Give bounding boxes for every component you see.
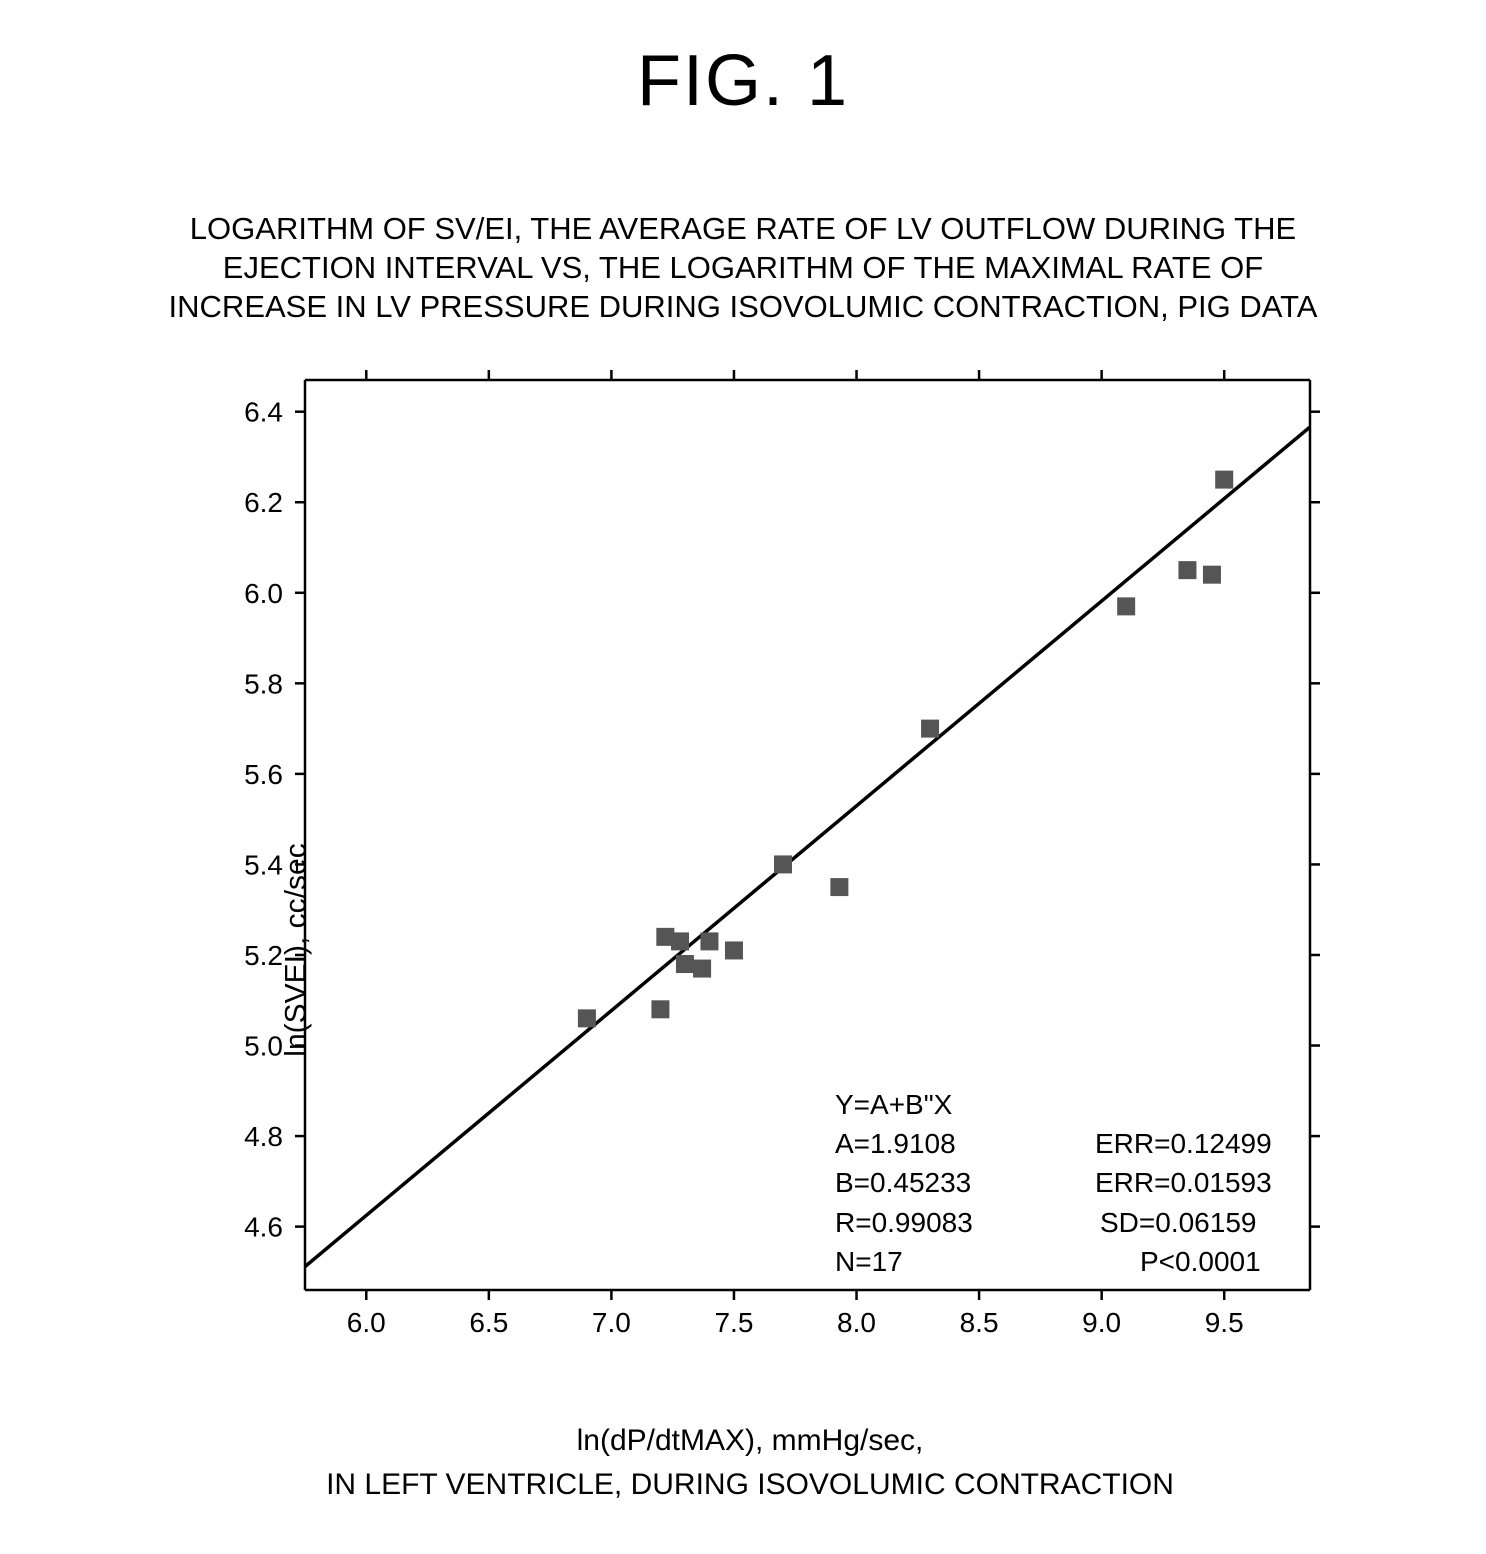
stats-a: A=1.9108: [835, 1124, 1095, 1163]
svg-text:7.5: 7.5: [714, 1307, 753, 1338]
figure-caption: FIG. 1: [0, 40, 1486, 122]
svg-text:8.5: 8.5: [960, 1307, 999, 1338]
y-axis-label: ln(SVEI), cc/sec: [280, 843, 314, 1056]
svg-text:9.0: 9.0: [1082, 1307, 1121, 1338]
page: FIG. 1 LOGARITHM OF SV/EI, THE AVERAGE R…: [0, 0, 1486, 1554]
svg-text:5.0: 5.0: [244, 1031, 283, 1062]
svg-text:7.0: 7.0: [592, 1307, 631, 1338]
x-axis-label-line2: IN LEFT VENTRICLE, DURING ISOVOLUMIC CON…: [150, 1468, 1350, 1502]
svg-text:6.5: 6.5: [469, 1307, 508, 1338]
stats-a-err: ERR=0.12499: [1095, 1124, 1272, 1163]
svg-text:6.0: 6.0: [347, 1307, 386, 1338]
stats-n: N=17: [835, 1242, 1140, 1281]
chart-title: LOGARITHM OF SV/EI, THE AVERAGE RATE OF …: [168, 210, 1318, 326]
svg-text:5.8: 5.8: [244, 668, 283, 699]
stats-b-err: ERR=0.01593: [1095, 1163, 1272, 1202]
stats-sd: SD=0.06159: [1100, 1203, 1256, 1242]
stats-b: B=0.45233: [835, 1163, 1095, 1202]
stats-equation: Y=A+B"X: [835, 1085, 1272, 1124]
svg-text:5.4: 5.4: [244, 849, 283, 880]
x-axis-label-line1: ln(dP/dtMAX), mmHg/sec,: [150, 1424, 1350, 1458]
svg-text:4.8: 4.8: [244, 1121, 283, 1152]
stats-p: P<0.0001: [1140, 1242, 1261, 1281]
svg-text:8.0: 8.0: [837, 1307, 876, 1338]
stats-box: Y=A+B"X A=1.9108 ERR=0.12499 B=0.45233 E…: [835, 1085, 1272, 1281]
svg-text:5.6: 5.6: [244, 759, 283, 790]
svg-text:9.5: 9.5: [1205, 1307, 1244, 1338]
stats-r: R=0.99083: [835, 1203, 1100, 1242]
svg-text:6.0: 6.0: [244, 578, 283, 609]
svg-text:5.2: 5.2: [244, 940, 283, 971]
svg-text:4.6: 4.6: [244, 1212, 283, 1243]
svg-text:6.2: 6.2: [244, 487, 283, 518]
plot-container: ln(SVEI), cc/sec 4.6 4.8 5.0 5.2 5.4 5.6 5.8 6.…: [150, 370, 1350, 1530]
svg-text:6.4: 6.4: [244, 397, 283, 428]
